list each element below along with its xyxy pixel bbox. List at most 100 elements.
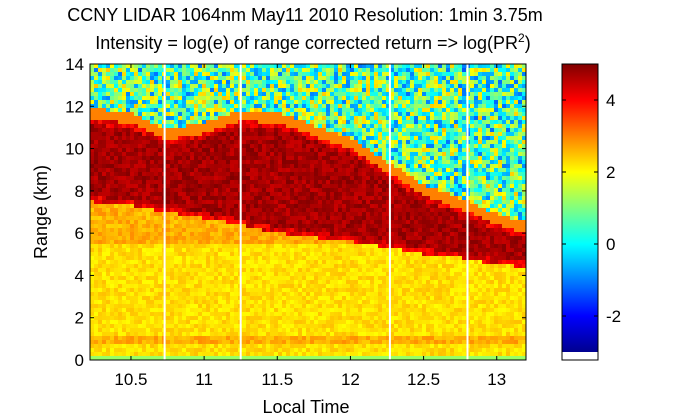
heatmap-cell — [226, 320, 231, 325]
heatmap-cell — [242, 100, 247, 105]
heatmap-cell — [94, 148, 99, 153]
heatmap-cell — [342, 348, 347, 353]
heatmap-cell — [158, 268, 163, 273]
heatmap-cell — [206, 280, 211, 285]
heatmap-cell — [334, 92, 339, 97]
heatmap-cell — [246, 300, 251, 305]
heatmap-cell — [110, 224, 115, 229]
heatmap-cell — [270, 196, 275, 201]
heatmap-cell — [358, 152, 363, 157]
subtitle-suffix: ) — [525, 33, 531, 53]
heatmap-cell — [326, 236, 331, 241]
heatmap-cell — [342, 264, 347, 269]
heatmap-cell — [90, 144, 95, 149]
heatmap-cell — [262, 316, 267, 321]
heatmap-cell — [166, 340, 171, 345]
heatmap-cell — [206, 76, 211, 81]
heatmap-cell — [138, 268, 143, 273]
heatmap-cell — [246, 228, 251, 233]
heatmap-cell — [214, 72, 219, 77]
heatmap-cell — [330, 92, 335, 97]
heatmap-cell — [282, 104, 287, 109]
heatmap-cell — [262, 228, 267, 233]
heatmap-cell — [186, 284, 191, 289]
heatmap-cell — [286, 148, 291, 153]
heatmap-cell — [270, 208, 275, 213]
heatmap-cell — [170, 156, 175, 161]
heatmap-cell — [218, 300, 223, 305]
heatmap-cell — [150, 264, 155, 269]
heatmap-cell — [106, 172, 111, 177]
heatmap-cell — [326, 260, 331, 265]
heatmap-cell — [246, 192, 251, 197]
heatmap-cell — [150, 348, 155, 353]
heatmap-cell — [294, 84, 299, 89]
heatmap-cell — [290, 64, 295, 69]
heatmap-cell — [342, 276, 347, 281]
heatmap-cell — [266, 88, 271, 93]
heatmap-cell — [358, 96, 363, 101]
heatmap-cell — [322, 256, 327, 261]
heatmap-cell — [134, 156, 139, 161]
heatmap-cell — [198, 72, 203, 77]
heatmap-cell — [278, 96, 283, 101]
heatmap-cell — [282, 220, 287, 225]
heatmap-cell — [114, 68, 119, 73]
heatmap-cell — [246, 356, 251, 360]
heatmap-cell — [102, 356, 107, 360]
heatmap-cell — [190, 256, 195, 261]
heatmap-cell — [114, 204, 119, 209]
heatmap-cell — [346, 280, 351, 285]
heatmap-cell — [102, 168, 107, 173]
heatmap-cell — [178, 116, 183, 121]
heatmap-cell — [222, 208, 227, 213]
heatmap-cell — [174, 284, 179, 289]
heatmap-cell — [346, 252, 351, 257]
chart-title: CCNY LIDAR 1064nm May11 2010 Resolution:… — [67, 5, 543, 25]
heatmap-cell — [182, 304, 187, 309]
heatmap-cell — [94, 184, 99, 189]
heatmap-cell — [346, 108, 351, 113]
heatmap-cell — [134, 308, 139, 313]
heatmap-cell — [214, 140, 219, 145]
heatmap-cell — [130, 92, 135, 97]
heatmap-cell — [266, 240, 271, 245]
heatmap-cell — [134, 116, 139, 121]
heatmap-cell — [278, 128, 283, 133]
heatmap-cell — [322, 140, 327, 145]
heatmap-cell — [126, 272, 131, 277]
heatmap-cell — [242, 268, 247, 273]
heatmap-cell — [198, 172, 203, 177]
heatmap-cell — [174, 144, 179, 149]
heatmap-cell — [106, 136, 111, 141]
heatmap-cell — [278, 120, 283, 125]
heatmap-cell — [122, 284, 127, 289]
heatmap-cell — [306, 68, 311, 73]
heatmap-cell — [210, 316, 215, 321]
heatmap-cell — [310, 168, 315, 173]
heatmap-cell — [262, 132, 267, 137]
heatmap-cell — [350, 216, 355, 221]
heatmap-cell — [102, 84, 107, 89]
heatmap-cell — [154, 108, 159, 113]
heatmap-cell — [170, 136, 175, 141]
heatmap-cell — [198, 144, 203, 149]
heatmap-cell — [218, 124, 223, 129]
heatmap-cell — [102, 96, 107, 101]
heatmap-cell — [122, 156, 127, 161]
heatmap-cell — [346, 276, 351, 281]
heatmap-cell — [310, 216, 315, 221]
heatmap-cell — [338, 72, 343, 77]
heatmap-cell — [138, 240, 143, 245]
heatmap-cell — [294, 272, 299, 277]
heatmap-cell — [154, 308, 159, 313]
heatmap-cell — [138, 176, 143, 181]
heatmap-cell — [90, 156, 95, 161]
heatmap-cell — [194, 268, 199, 273]
heatmap-cell — [118, 96, 123, 101]
heatmap-cell — [302, 236, 307, 241]
heatmap-cell — [290, 96, 295, 101]
heatmap-cell — [186, 240, 191, 245]
heatmap-cell — [246, 172, 251, 177]
heatmap-cell — [198, 88, 203, 93]
